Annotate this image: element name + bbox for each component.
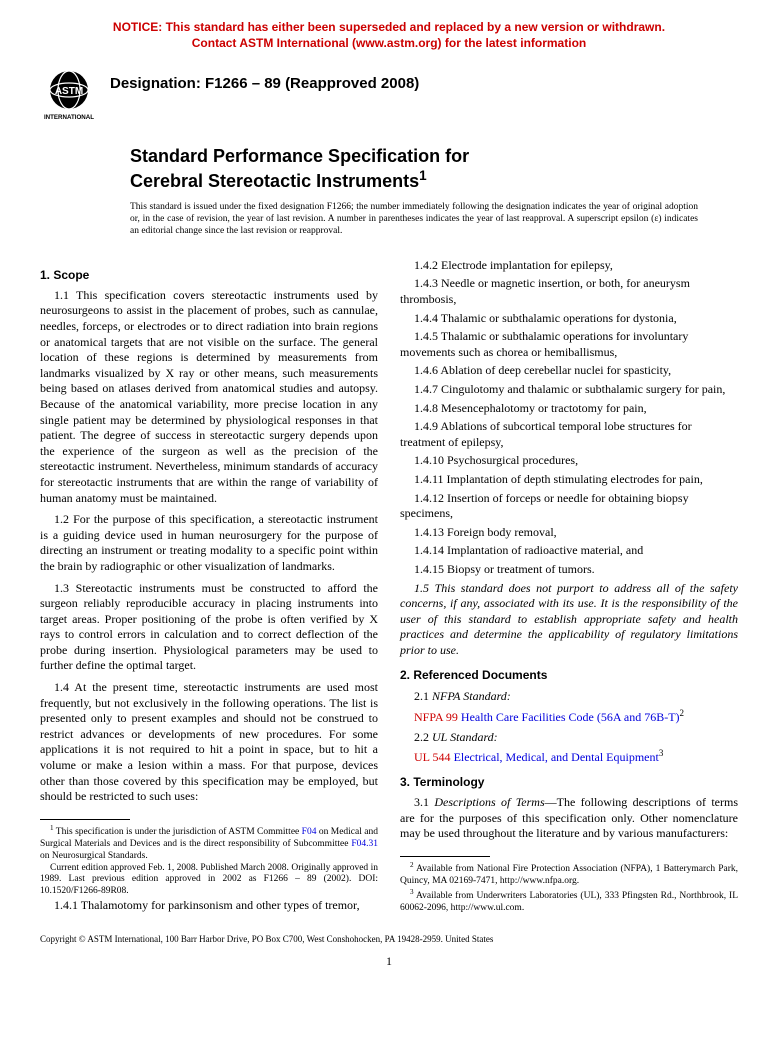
item-1-4-7: 1.4.7 Cingulotomy and thalamic or subtha… [400,382,738,398]
item-1-4-6: 1.4.6 Ablation of deep cerebellar nuclei… [400,363,738,379]
footnote-2: 2 Available from National Fire Protectio… [400,861,738,888]
item-1-4-11: 1.4.11 Implantation of depth stimulating… [400,472,738,488]
document-title: Standard Performance Specification for C… [130,145,698,192]
body-columns: 1. Scope 1.1 This specification covers s… [40,258,738,916]
link-f04-31[interactable]: F04.31 [351,839,378,849]
item-1-4-15: 1.4.15 Biopsy or treatment of tumors. [400,562,738,578]
item-1-4-8: 1.4.8 Mesencephalotomy or tractotomy for… [400,401,738,417]
item-1-4-4: 1.4.4 Thalamic or subthalamic operations… [400,311,738,327]
title-block: Standard Performance Specification for C… [130,145,698,238]
footnote-rule-right [400,856,490,857]
item-1-4-2: 1.4.2 Electrode implantation for epileps… [400,258,738,274]
item-1-4-10: 1.4.10 Psychosurgical procedures, [400,453,738,469]
item-1-4-5: 1.4.5 Thalamic or subthalamic operations… [400,329,738,360]
link-nfpa-title[interactable]: Health Care Facilities Code (56A and 76B… [458,710,680,724]
svg-text:ASTM: ASTM [55,86,83,97]
item-1-4-3: 1.4.3 Needle or magnetic insertion, or b… [400,276,738,307]
para-1-1: 1.1 This specification covers stereotact… [40,288,378,506]
issued-note: This standard is issued under the fixed … [130,202,698,238]
para-1-5: 1.5 This standard does not purport to ad… [400,581,738,659]
link-ul-title[interactable]: Electrical, Medical, and Dental Equipmen… [451,750,659,764]
header-row: ASTM INTERNATIONAL Designation: F1266 – … [40,69,738,121]
footnote-rule-left [40,819,130,820]
link-f04[interactable]: F04 [302,827,317,837]
para-3-1: 3.1 Descriptions of Terms—The following … [400,795,738,842]
terminology-heading: 3. Terminology [400,775,738,789]
refs-heading: 2. Referenced Documents [400,668,738,682]
left-footnotes: 1 This specification is under the jurisd… [40,819,378,898]
designation-line: Designation: F1266 – 89 (Reapproved 2008… [110,69,738,92]
superseded-notice: NOTICE: This standard has either been su… [40,20,738,51]
page-number: 1 [40,954,738,969]
ref-ul-544: UL 544 Electrical, Medical, and Dental E… [400,747,738,765]
notice-line1: NOTICE: This standard has either been su… [113,20,665,34]
footnote-1: 1 This specification is under the jurisd… [40,824,378,863]
ref-2-2-label: 2.2 UL Standard: [400,729,738,745]
para-1-2: 1.2 For the purpose of this specificatio… [40,512,378,574]
ref-nfpa-99: NFPA 99 Health Care Facilities Code (56A… [400,707,738,725]
scope-heading: 1. Scope [40,268,378,282]
right-footnotes: 2 Available from National Fire Protectio… [400,856,738,915]
title-sup: 1 [419,168,427,183]
astm-logo-icon: ASTM INTERNATIONAL [40,69,98,121]
para-1-3: 1.3 Stereotactic instruments must be con… [40,581,378,675]
link-nfpa-code[interactable]: NFPA 99 [414,710,458,724]
link-ul-code[interactable]: UL 544 [414,750,451,764]
designation-text: Designation: F1266 – 89 (Reapproved 2008… [110,75,419,92]
para-1-4: 1.4 At the present time, stereotactic in… [40,680,378,805]
item-1-4-12: 1.4.12 Insertion of forceps or needle fo… [400,491,738,522]
footnote-3: 3 Available from Underwriters Laboratori… [400,888,738,915]
item-1-4-9: 1.4.9 Ablations of subcortical temporal … [400,419,738,450]
title-line2: Cerebral Stereotactic Instruments [130,171,419,191]
item-1-4-14: 1.4.14 Implantation of radioactive mater… [400,543,738,559]
svg-text:INTERNATIONAL: INTERNATIONAL [44,114,94,121]
copyright-line: Copyright © ASTM International, 100 Barr… [40,934,738,944]
item-1-4-1: 1.4.1 Thalamotomy for parkinsonism and o… [40,898,378,914]
item-1-4-13: 1.4.13 Foreign body removal, [400,525,738,541]
ref-2-1-label: 2.1 NFPA Standard: [400,688,738,704]
notice-line2: Contact ASTM International (www.astm.org… [192,36,586,50]
astm-logo: ASTM INTERNATIONAL [40,69,98,121]
footnote-1b: Current edition approved Feb. 1, 2008. P… [40,863,378,899]
title-line1: Standard Performance Specification for [130,146,469,166]
